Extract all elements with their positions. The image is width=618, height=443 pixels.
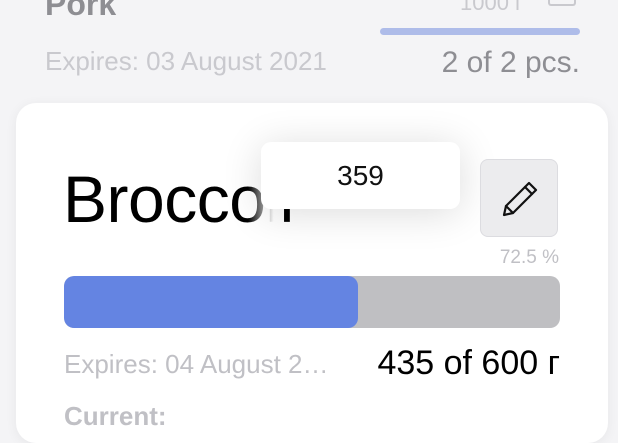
amount-progress-bar[interactable] xyxy=(64,276,560,328)
previous-item-expires: Expires: 03 August 2021 xyxy=(45,46,327,76)
previous-item-progress-bar xyxy=(380,28,580,35)
amount-progress-fill xyxy=(64,276,358,328)
percent-label: 72.5 % xyxy=(499,247,559,268)
amount-input[interactable]: 359 xyxy=(337,160,384,191)
tray-icon[interactable] xyxy=(548,0,576,6)
current-label: Current: xyxy=(64,401,167,431)
previous-item-quantity: 2 of 2 pcs. xyxy=(441,46,580,79)
previous-item-amount: 1000 г xyxy=(460,0,524,15)
edit-button[interactable] xyxy=(480,159,558,237)
amount-input-popup[interactable]: 359 xyxy=(261,142,460,209)
pencil-icon xyxy=(502,181,538,217)
previous-item-card[interactable]: Pork 1000 г Expires: 03 August 2021 2 of… xyxy=(0,0,618,100)
expires-label: Expires: 04 August 2021 xyxy=(64,349,336,379)
quantity-label: 435 of 600 г xyxy=(377,344,560,382)
previous-item-name: Pork xyxy=(45,0,117,22)
item-card: Broccoli 359 72.5 % Expires: 04 August 2… xyxy=(16,103,608,443)
